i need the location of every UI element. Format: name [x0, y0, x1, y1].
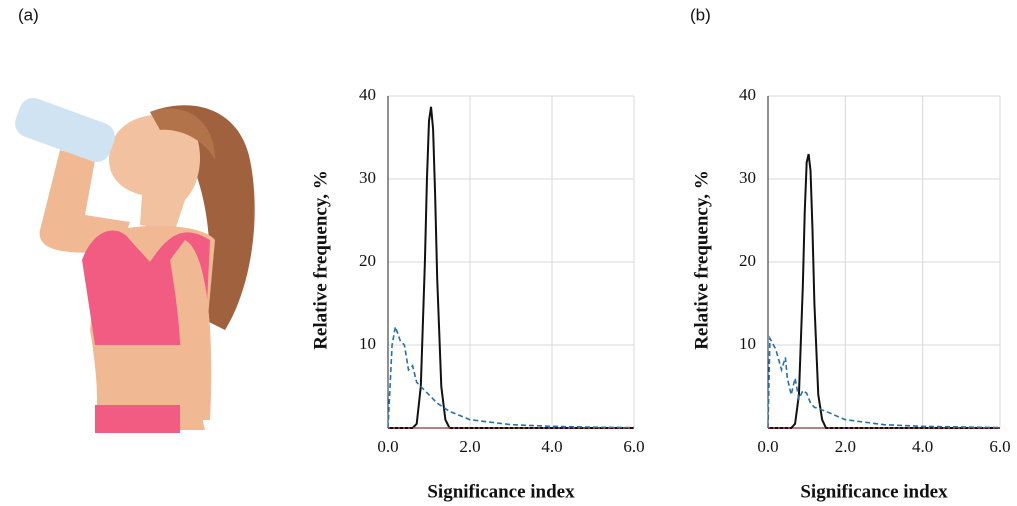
- hair: [150, 105, 255, 330]
- x-tick-label: 6.0: [623, 437, 644, 456]
- arm: [39, 150, 130, 253]
- hair-top: [150, 108, 215, 160]
- x-axis-title: Significance index: [427, 481, 575, 502]
- x-axis-title: Significance index: [800, 481, 948, 502]
- x-tick-label: 4.0: [541, 437, 562, 456]
- illustration: [15, 98, 255, 433]
- arm-right: [170, 240, 212, 420]
- y-tick-label: 40: [739, 85, 756, 104]
- x-tick-label: 0.0: [377, 437, 398, 456]
- x-tick-label: 6.0: [989, 437, 1010, 456]
- y-tick-label: 30: [359, 168, 376, 187]
- y-tick-label: 10: [739, 334, 756, 353]
- x-tick-label: 2.0: [835, 437, 856, 456]
- x-tick-label: 4.0: [912, 437, 933, 456]
- y-tick-label: 30: [739, 168, 756, 187]
- series-line: [387, 323, 635, 429]
- panel-label: (b): [690, 5, 711, 24]
- series-line: [768, 153, 1000, 429]
- face: [109, 114, 200, 230]
- y-tick-label: 40: [359, 85, 376, 104]
- shorts: [95, 405, 180, 433]
- y-tick-label: 10: [359, 334, 376, 353]
- panel-label: (a): [18, 5, 39, 24]
- y-tick-label: 20: [739, 251, 756, 270]
- y-tick-label: 20: [359, 251, 376, 270]
- x-tick-label: 0.0: [757, 437, 778, 456]
- series-line: [388, 106, 634, 429]
- y-axis-title: Relative frequency, %: [310, 170, 331, 350]
- bottle: [15, 98, 115, 162]
- y-axis-title: Relative frequency, %: [691, 170, 712, 350]
- series-line: [767, 335, 1001, 429]
- x-tick-label: 2.0: [459, 437, 480, 456]
